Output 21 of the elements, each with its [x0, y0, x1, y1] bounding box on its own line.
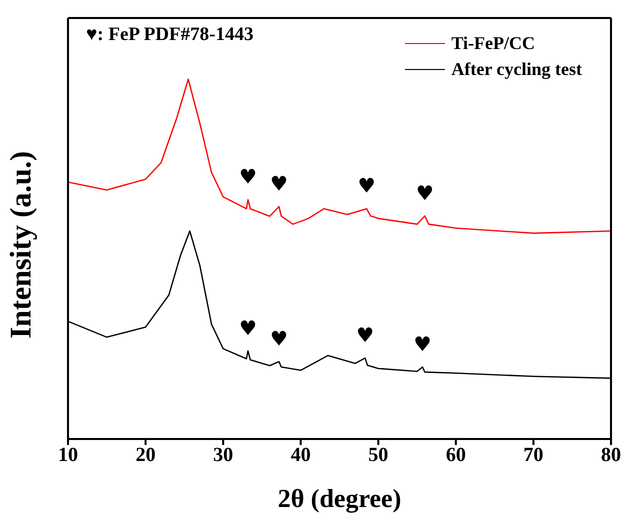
annotation: ♥ — [356, 323, 374, 348]
x-tick-label: 80 — [601, 444, 621, 466]
x-tick-label: 50 — [368, 444, 388, 466]
legend-label: After cycling test — [451, 58, 582, 81]
legend-label: Ti-FeP/CC — [451, 32, 536, 55]
x-tick-label: 70 — [523, 444, 544, 466]
annotation: ♥ — [416, 180, 434, 205]
annotation: ♥ — [358, 174, 376, 198]
annotation: ♥ — [238, 164, 257, 189]
text: ♥: FeP PDF#78-1443 — [86, 24, 254, 46]
annotation: ♥ — [270, 326, 288, 351]
annotation: ♥ — [414, 332, 432, 356]
annotation: ♥ — [238, 316, 257, 340]
x-tick-label: 20 — [136, 444, 156, 466]
annotation: ♥ — [270, 172, 288, 196]
x-tick-label: 10 — [58, 444, 78, 466]
x-tick-label: 40 — [290, 444, 311, 466]
y-axis-title: Intensity (a.u.) — [4, 150, 38, 338]
x-tick-label: 30 — [213, 444, 234, 466]
x-axis-title: 2θ (degree) — [278, 484, 402, 513]
x-tick-label: 60 — [446, 444, 466, 466]
